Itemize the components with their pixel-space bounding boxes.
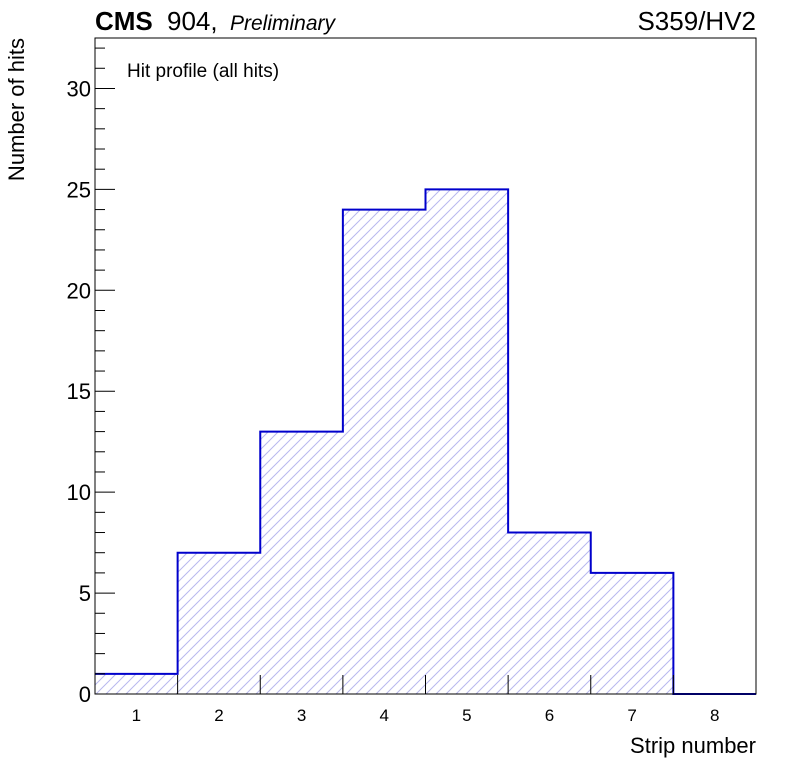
y-axis-label: Number of hits xyxy=(4,38,29,181)
histogram-bar xyxy=(177,552,261,694)
x-axis-label: Strip number xyxy=(630,733,756,758)
x-tick-label: 5 xyxy=(462,706,471,725)
plot-frame xyxy=(94,37,757,695)
run-label: S359/HV2 xyxy=(637,6,756,36)
histogram-bar xyxy=(342,209,426,695)
x-tick-label: 6 xyxy=(545,706,554,725)
x-tick-label: 3 xyxy=(297,706,306,725)
status-label: Preliminary xyxy=(230,12,337,35)
histogram-outline xyxy=(95,188,756,695)
y-tick-label: 15 xyxy=(67,379,91,404)
histogram-layer xyxy=(95,188,756,695)
y-tick-label: 25 xyxy=(67,177,91,202)
x-tick-label: 1 xyxy=(132,706,141,725)
histogram-bar xyxy=(95,673,178,694)
x-tick-label: 7 xyxy=(627,706,636,725)
x-tick-label: 4 xyxy=(379,706,388,725)
x-tick-label: 2 xyxy=(214,706,223,725)
chart-annotation: Hit profile (all hits) xyxy=(127,61,279,82)
y-tick-label: 20 xyxy=(67,278,91,303)
y-tick-label: 5 xyxy=(79,581,91,606)
x-tick-label: 8 xyxy=(710,706,719,725)
histogram-bar xyxy=(508,532,591,694)
location-label: 904, xyxy=(167,6,218,36)
histogram-bar xyxy=(260,431,343,694)
histogram-bar xyxy=(590,572,674,694)
experiment-label: CMS xyxy=(95,6,153,36)
histogram-bar xyxy=(425,189,509,694)
y-tick-label: 10 xyxy=(67,480,91,505)
axes-layer: 0 5 10 15 20 25 30 1 2 3 4 5 6 7 8 xyxy=(67,47,719,725)
y-tick-label: 0 xyxy=(79,682,91,707)
y-tick-label: 30 xyxy=(67,76,91,101)
